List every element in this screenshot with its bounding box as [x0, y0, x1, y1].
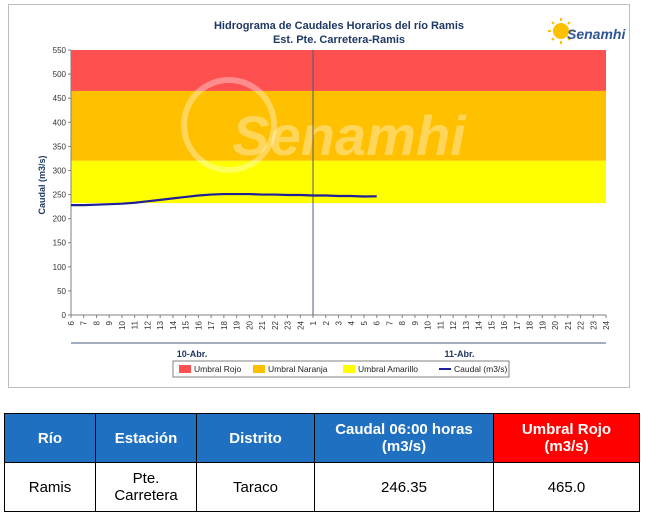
chart-frame: Senamhi 0 50 100 150 200 250 300 350 400 450 500 55… [8, 4, 630, 388]
x-tick-label: 16 [500, 320, 509, 329]
x-tick-label: 14 [475, 320, 484, 329]
legend-swatch [253, 365, 265, 373]
watermark-sun-icon [181, 77, 277, 173]
cell-estacion: Pte. Carretera [95, 462, 197, 512]
legend-entry: Caudal (m3/s) [454, 364, 508, 374]
legend: Umbral Rojo Umbral Naranja Umbral Amarillo… [172, 360, 510, 378]
sun-icon [553, 23, 569, 39]
x-tick-label: 17 [207, 320, 216, 329]
chart-subtitle: Est. Pte. Carretera-Ramis [273, 34, 405, 46]
day-label: 10-Abr. [177, 349, 208, 359]
legend-entry: Umbral Amarillo [358, 364, 418, 374]
x-tick-label: 23 [589, 320, 598, 329]
legend-swatch [343, 365, 355, 373]
x-tick-label: 12 [449, 320, 458, 329]
x-tick-label: 15 [487, 320, 496, 329]
x-tick-label: 8 [398, 320, 407, 325]
y-tick-label: 550 [53, 46, 67, 55]
x-tick-label: 11 [131, 320, 140, 329]
x-tick-label: 13 [462, 320, 471, 329]
x-tick-label: 11 [436, 320, 445, 329]
x-tick-label: 4 [347, 320, 356, 325]
x-tick-label: 9 [411, 320, 420, 325]
x-tick-label: 23 [284, 320, 293, 329]
x-tick-label: 6 [373, 320, 382, 325]
x-tick-label: 24 [296, 320, 305, 329]
x-tick-label: 20 [551, 320, 560, 329]
y-tick-label: 250 [53, 191, 67, 200]
sun-rays-icon [548, 18, 574, 44]
x-tick-label: 6 [67, 320, 76, 325]
x-tick-label: 18 [220, 320, 229, 329]
header-umbral-rojo: Umbral Rojo (m3/s) [493, 413, 640, 463]
x-tick-label: 12 [143, 320, 152, 329]
cell-caudal: 246.35 [314, 462, 494, 512]
watermark: Senamhi [181, 77, 467, 173]
x-tick-label: 10 [118, 320, 127, 329]
watermark-text: Senamhi [232, 104, 467, 167]
x-tick-label: 1 [309, 320, 318, 325]
y-tick-label: 450 [53, 94, 67, 103]
x-tick-label: 24 [602, 320, 611, 329]
y-tick-label: 50 [57, 287, 66, 296]
y-tick-label: 0 [62, 311, 67, 320]
x-tick-label: 15 [182, 320, 191, 329]
y-tick-label: 300 [53, 166, 67, 175]
x-tick-label: 22 [271, 320, 280, 329]
band-rojo [71, 50, 606, 91]
y-tick-label: 400 [53, 118, 67, 127]
x-tick-label: 5 [360, 320, 369, 325]
header-estacion: Estación [95, 413, 197, 463]
senamhi-logo: Senamhi [548, 18, 626, 44]
chart-title: Hidrograma de Caudales Horarios del río … [214, 20, 464, 32]
band-naranja [71, 90, 606, 161]
x-tick-label: 22 [577, 320, 586, 329]
series-layer [71, 192, 377, 207]
x-tick-label: 8 [92, 320, 101, 325]
x-tick-label: 10 [424, 320, 433, 329]
y-axis-ticks: 0 50 100 150 200 250 300 350 400 450 500 550 [53, 46, 71, 320]
x-tick-label: 7 [80, 320, 89, 325]
logo-text: Senamhi [567, 26, 626, 42]
x-tick-label: 20 [245, 320, 254, 329]
x-tick-label: 7 [385, 320, 394, 325]
day-label: 11-Abr. [445, 349, 475, 359]
x-tick-label: 19 [233, 320, 242, 329]
x-tick-label: 16 [194, 320, 203, 329]
threshold-bands [71, 50, 606, 315]
legend-entry: Umbral Naranja [268, 364, 328, 374]
header-rio: Río [4, 413, 96, 463]
x-tick-label: 3 [335, 320, 344, 325]
hydrograph-chart: Senamhi 05010015020025030035040045050055… [37, 18, 626, 378]
y-tick-label: 350 [53, 142, 67, 151]
legend-entry: Umbral Rojo [194, 364, 242, 374]
x-tick-label: 17 [513, 320, 522, 329]
cell-rio: Ramis [4, 462, 96, 512]
band-white [71, 203, 606, 315]
cell-distrito: Taraco [196, 462, 315, 512]
x-tick-label: 14 [169, 320, 178, 329]
x-tick-label: 2 [322, 320, 331, 325]
day-labels: 10-Abr. 11-Abr. [71, 342, 606, 359]
y-axis-label: Caudal (m3/s) [37, 155, 47, 214]
x-tick-label: 13 [156, 320, 165, 329]
y-tick-label: 150 [53, 239, 67, 248]
header-distrito: Distrito [196, 413, 315, 463]
x-tick-label: 19 [538, 320, 547, 329]
header-caudal: Caudal 06:00 horas (m3/s) [314, 413, 494, 463]
x-tick-label: 18 [526, 320, 535, 329]
y-tick-label: 100 [53, 263, 67, 272]
legend-swatch [179, 365, 191, 373]
x-axis-ticks: 6 7 8 9 10 11 12 13 14 15 16 17 18 19 20 21 22 23 24 1 2 3 4 5 6… [67, 315, 611, 330]
x-tick-label: 9 [105, 320, 114, 325]
table-header-row: Río Estación Distrito Caudal 06:00 horas… [4, 413, 640, 463]
series-line-caudal [71, 192, 377, 207]
y-tick-label: 500 [53, 70, 67, 79]
x-tick-label: 21 [258, 320, 267, 329]
y-tick-label: 200 [53, 215, 67, 224]
info-table: Río Estación Distrito Caudal 06:00 horas… [4, 413, 640, 512]
table-row: Ramis Pte. Carretera Taraco 246.35 465.0 [4, 462, 640, 512]
x-tick-label: 21 [564, 320, 573, 329]
cell-umbral-rojo: 465.0 [493, 462, 640, 512]
